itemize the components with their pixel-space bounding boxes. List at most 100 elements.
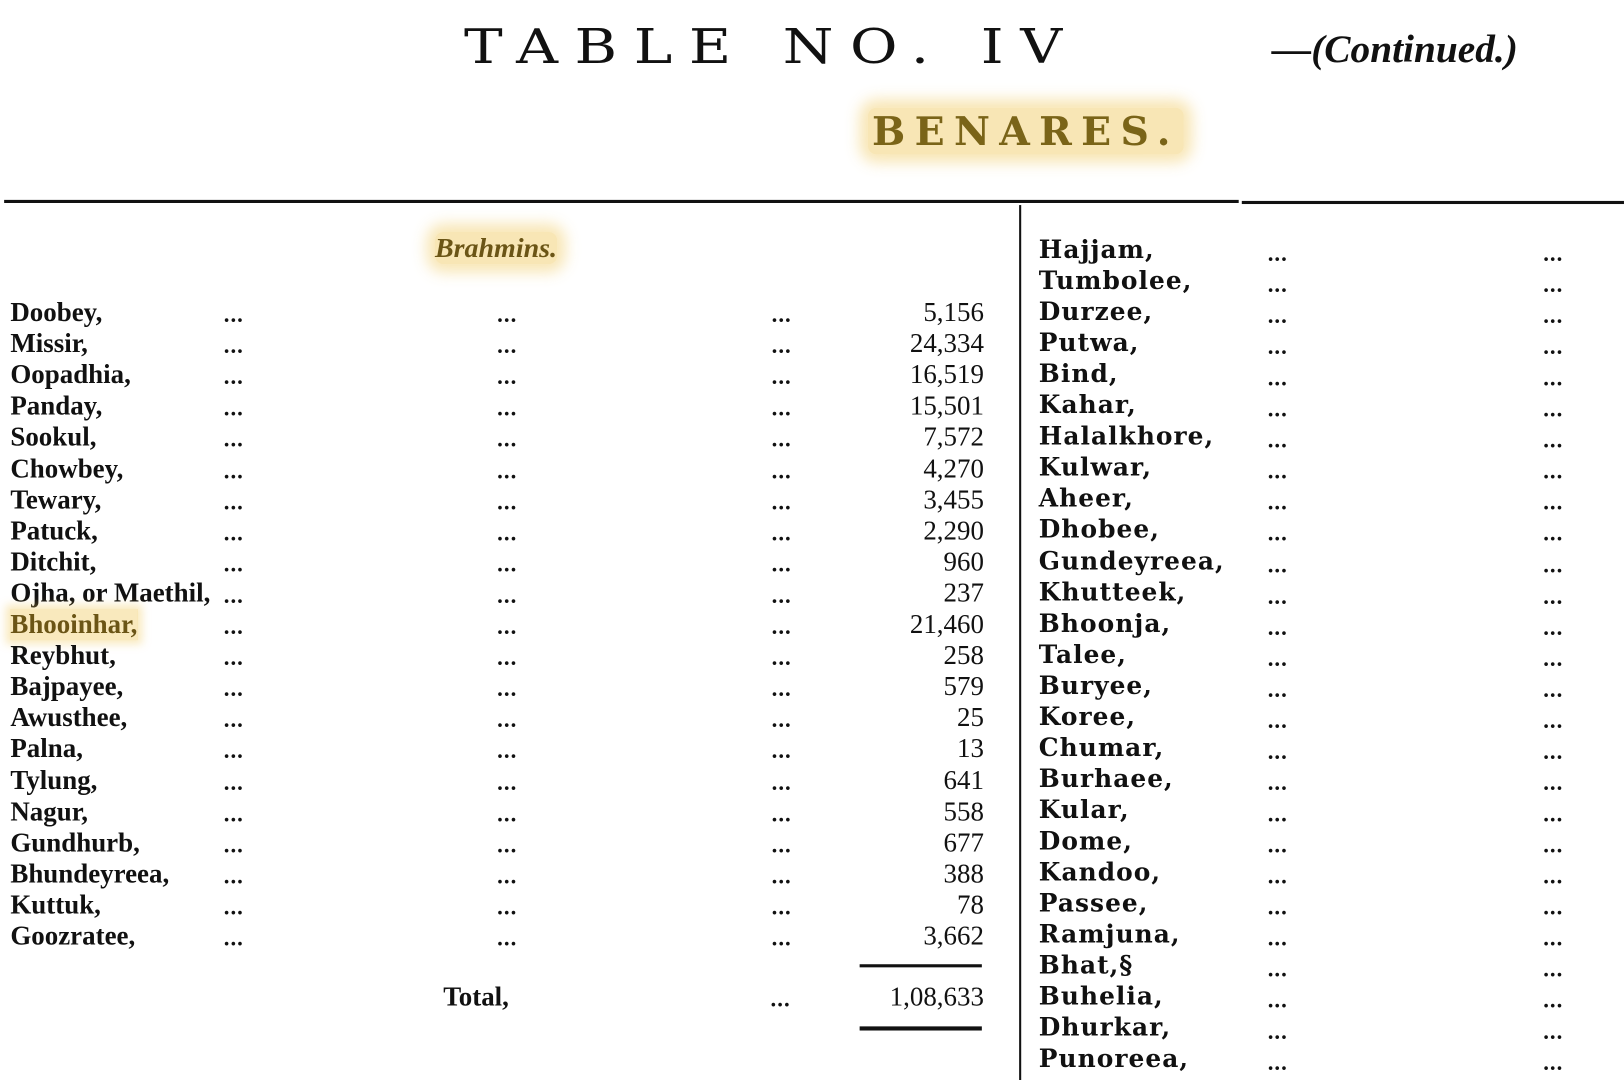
- leader-dots: ...: [771, 613, 792, 640]
- row-value: 4,270: [923, 453, 984, 484]
- row-name: Kular,: [1038, 794, 1130, 825]
- leader-dots: ...: [1543, 271, 1564, 298]
- leader-dots: ...: [1543, 333, 1564, 360]
- leader-dots: ...: [1543, 924, 1564, 951]
- leader-dots: ...: [1267, 862, 1288, 889]
- leader-dots: ...: [223, 613, 244, 640]
- row-name: Bajpayee,: [10, 671, 124, 702]
- row-name: Khutteek,: [1038, 576, 1187, 607]
- leader-dots: ...: [1543, 582, 1564, 609]
- leader-dots: ...: [771, 737, 792, 764]
- leader-dots: ...: [223, 426, 244, 452]
- leader-dots: ...: [497, 457, 518, 484]
- leader-dots: ...: [497, 862, 518, 889]
- row-name: Dhobee,: [1038, 514, 1160, 545]
- row-value: 78: [956, 889, 984, 920]
- leader-dots: ...: [771, 581, 792, 608]
- row-name: Chumar,: [1038, 732, 1165, 763]
- leader-dots: ...: [497, 426, 518, 452]
- row-name: Palna,: [10, 733, 83, 764]
- row-value: 2,290: [923, 515, 984, 546]
- row-name: Kuttuk,: [10, 889, 101, 920]
- row-name: Passee,: [1038, 887, 1149, 918]
- leader-dots: ...: [497, 831, 518, 858]
- leader-dots: ...: [1543, 302, 1564, 329]
- leader-dots: ...: [223, 488, 244, 515]
- leader-dots: ...: [771, 394, 792, 421]
- continued-label: —(Continued.): [1271, 27, 1518, 72]
- leader-dots: ...: [1267, 675, 1288, 702]
- leader-dots: ...: [1267, 582, 1288, 609]
- row-name: Ramjuna,: [1038, 918, 1181, 949]
- leader-dots: ...: [1543, 987, 1564, 1014]
- leader-dots: ...: [1543, 395, 1564, 422]
- row-name: Hajjam,: [1038, 234, 1155, 265]
- leader-dots: ...: [223, 706, 244, 733]
- leader-dots: ...: [771, 644, 792, 671]
- row-name: Tumbolee,: [1038, 265, 1193, 296]
- row-value: 25: [956, 702, 984, 733]
- leader-dots: ...: [771, 457, 792, 484]
- leader-dots: ...: [1267, 1018, 1288, 1045]
- leader-dots: ...: [223, 924, 244, 951]
- leader-dots: ...: [1543, 1049, 1564, 1076]
- row-value: 16,519: [909, 359, 984, 390]
- leader-dots: ...: [1267, 987, 1288, 1014]
- row-value: 677: [943, 827, 984, 858]
- leader-dots: ...: [771, 893, 792, 920]
- leader-dots: ...: [497, 394, 518, 421]
- row-name: Tewary,: [10, 484, 102, 515]
- leader-dots: ...: [1543, 893, 1564, 920]
- leader-dots: ...: [223, 769, 244, 795]
- row-name: Bhooinhar,: [10, 608, 138, 641]
- leader-dots: ...: [771, 301, 792, 328]
- leader-dots: ...: [1543, 707, 1564, 734]
- row-name: Missir,: [10, 328, 88, 359]
- leader-dots: ...: [771, 519, 792, 546]
- leader-dots: ...: [223, 831, 244, 858]
- leader-dots: ...: [1543, 364, 1564, 391]
- total-rule-top: [859, 964, 982, 968]
- row-value: 258: [943, 640, 984, 671]
- leader-dots: ...: [223, 550, 244, 577]
- leader-dots: ...: [1267, 800, 1288, 827]
- leader-dots: ...: [1543, 862, 1564, 889]
- row-name: Punoreea,: [1038, 1043, 1190, 1074]
- leader-dots: ...: [497, 675, 518, 702]
- row-name: Talee,: [1038, 638, 1127, 669]
- section-label-brahmins: Brahmins.: [434, 231, 558, 265]
- row-name: Oopadhia,: [10, 359, 131, 390]
- row-name: Chowbey,: [10, 453, 124, 484]
- leader-dots: ...: [1543, 675, 1564, 702]
- leader-dots: ...: [497, 519, 518, 546]
- row-value: 21,460: [909, 608, 984, 640]
- leader-dots: ...: [497, 769, 518, 795]
- row-name: Gundeyreea,: [1038, 545, 1225, 576]
- table-title: TABLE NO. IV: [463, 19, 1079, 75]
- leader-dots: ...: [1543, 800, 1564, 827]
- leader-dots: ...: [223, 581, 244, 608]
- leader-dots: ...: [1543, 520, 1564, 547]
- row-name: Ojha, or Maethil,: [10, 577, 211, 608]
- row-value: 388: [943, 858, 984, 889]
- row-name: Aheer,: [1038, 483, 1134, 514]
- total-rule-bottom: [859, 1026, 982, 1031]
- leader-dots: ...: [1267, 769, 1288, 796]
- leader-dots: ...: [1267, 551, 1288, 578]
- leader-dots: ...: [1267, 738, 1288, 765]
- leader-dots: ...: [1267, 644, 1288, 671]
- row-name: Tylung,: [10, 764, 98, 795]
- row-name: Patuck,: [10, 515, 98, 546]
- row-name: Panday,: [10, 390, 103, 421]
- row-name: Kandoo,: [1038, 856, 1162, 887]
- leader-dots: ...: [771, 706, 792, 733]
- top-rule-right: [1241, 200, 1624, 205]
- leader-dots: ...: [771, 769, 792, 795]
- row-name: Buhelia,: [1038, 981, 1164, 1012]
- leader-dots: ...: [497, 924, 518, 951]
- row-value: 3,662: [923, 920, 984, 951]
- leader-dots: ...: [1267, 395, 1288, 422]
- row-name: Durzee,: [1038, 296, 1154, 327]
- top-rule-left: [4, 199, 1239, 203]
